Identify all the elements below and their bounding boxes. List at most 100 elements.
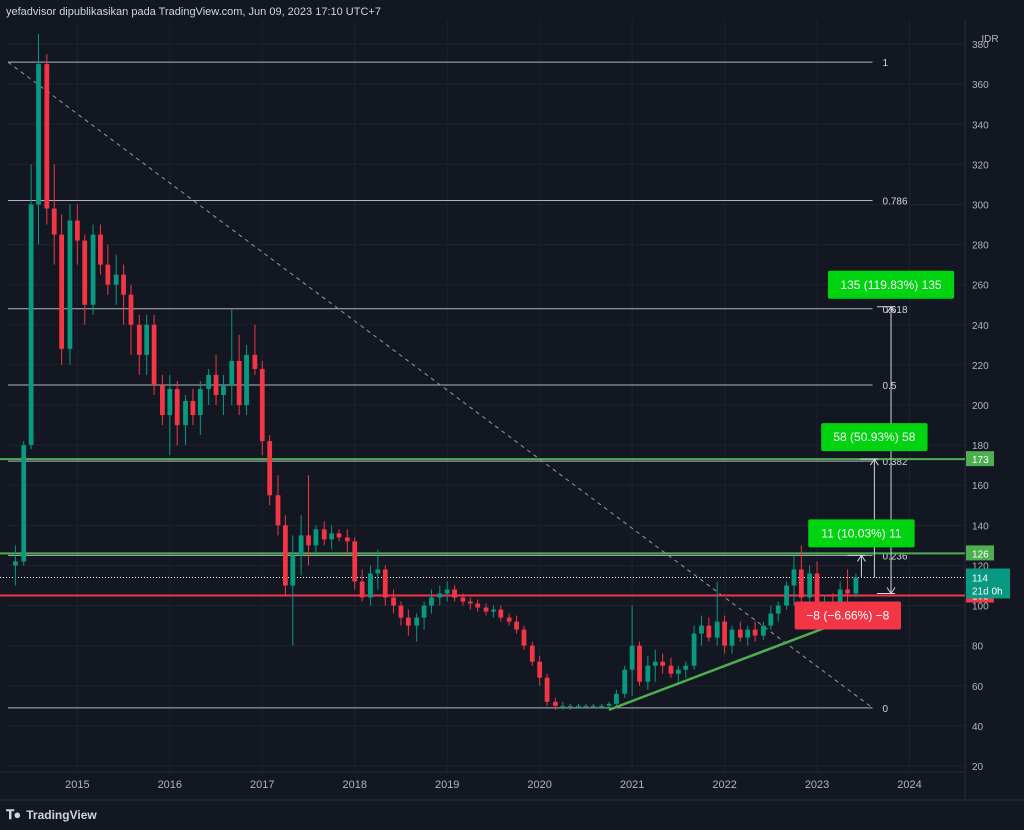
candle-body (729, 629, 735, 646)
candle-body (853, 577, 859, 594)
candle (521, 625, 527, 650)
candle-body (259, 368, 265, 442)
candle-body (36, 64, 41, 205)
candle (344, 529, 350, 556)
badge-bg (966, 451, 994, 467)
price-range-measure: 58 (50.93%) 58 (821, 423, 928, 578)
x-tick-label: 2019 (435, 779, 459, 791)
candle-body (244, 354, 249, 406)
candle (98, 224, 103, 275)
current-price-badge: 114 21d 0h (966, 568, 1010, 599)
countdown-label: 21d 0h (972, 586, 1003, 597)
y-tick-label: 280 (972, 241, 989, 252)
candle-body (290, 555, 296, 586)
candle (90, 224, 96, 315)
candle-body (622, 669, 628, 694)
candle-body (599, 705, 605, 707)
badge-bg (966, 545, 994, 561)
candle (283, 515, 288, 596)
candle (28, 164, 34, 450)
y-tick-label: 200 (972, 401, 989, 412)
candle-body (283, 525, 288, 586)
candle-body (660, 661, 666, 666)
candle-body (768, 613, 774, 626)
candle (491, 605, 496, 618)
candle (722, 615, 727, 654)
candle (421, 601, 427, 630)
y-tick-label: 40 (972, 722, 984, 733)
candle-body (59, 234, 65, 349)
candle-body (267, 441, 273, 496)
candle-body (791, 569, 797, 586)
candle-body (537, 661, 543, 678)
candle-body (306, 535, 311, 546)
candle-body (845, 589, 850, 594)
candle (206, 368, 212, 406)
x-tick-label: 2021 (620, 779, 644, 791)
badge-bg (966, 568, 1010, 599)
candle-body (737, 629, 743, 638)
candle-body (583, 705, 589, 707)
y-tick-label: 120 (972, 561, 989, 572)
footer-brand[interactable]: 𝐓● TradingView (6, 806, 97, 824)
measure-label: 135 (119.83%) 135 (840, 278, 942, 292)
candle-body (321, 529, 327, 540)
candle-body (491, 609, 496, 612)
y-tick-label: 240 (972, 321, 989, 332)
candle (752, 621, 758, 642)
candle (452, 585, 457, 602)
candle (683, 661, 689, 678)
candle (775, 601, 781, 622)
candle (74, 204, 80, 265)
candle (160, 374, 165, 426)
candle (791, 555, 797, 606)
candle (614, 689, 619, 706)
candle-body (344, 537, 350, 542)
badge-label: 126 (972, 549, 989, 560)
candle (67, 204, 73, 365)
candle (768, 605, 774, 630)
candle (514, 615, 519, 634)
candle-body (567, 705, 573, 707)
candle (82, 234, 88, 325)
y-axis: IDR 20 40 60 80 100 120 140 160 180 200 220 240 260 28… (966, 34, 1010, 773)
candle-body (475, 603, 481, 608)
candle-body (837, 589, 843, 610)
candle-body (136, 324, 142, 355)
candle (652, 649, 658, 682)
price-range-measure: −8 (−6.66%) −8 (794, 577, 902, 630)
candle (691, 625, 697, 670)
candle-body (74, 220, 80, 241)
candle (845, 569, 850, 606)
currency-label: IDR (981, 34, 998, 45)
candle-body (752, 629, 758, 636)
fib-level-label: 0.382 (883, 457, 908, 468)
badge-label: 173 (972, 455, 989, 466)
candle-body (668, 665, 674, 674)
y-tick-label: 80 (972, 642, 984, 653)
candle (275, 475, 281, 536)
candle (660, 653, 666, 674)
candle (552, 697, 558, 710)
candle (622, 665, 628, 698)
candle (151, 314, 157, 395)
candle (213, 354, 219, 406)
candle-body (391, 597, 396, 606)
fib-level-label: 1 (883, 58, 889, 69)
candle (144, 314, 150, 375)
candle (460, 593, 466, 606)
candle-body (221, 384, 226, 395)
candle-body (98, 234, 103, 265)
candle-body (814, 573, 820, 610)
candle (567, 703, 573, 710)
candle (529, 641, 535, 666)
candle (21, 441, 27, 566)
candle-body (629, 645, 635, 670)
candle-body (382, 569, 388, 598)
candle (498, 605, 504, 622)
candle-body (775, 605, 781, 614)
fib-level-label: 0.786 (883, 196, 908, 207)
candle (853, 573, 859, 598)
candle (699, 615, 704, 646)
